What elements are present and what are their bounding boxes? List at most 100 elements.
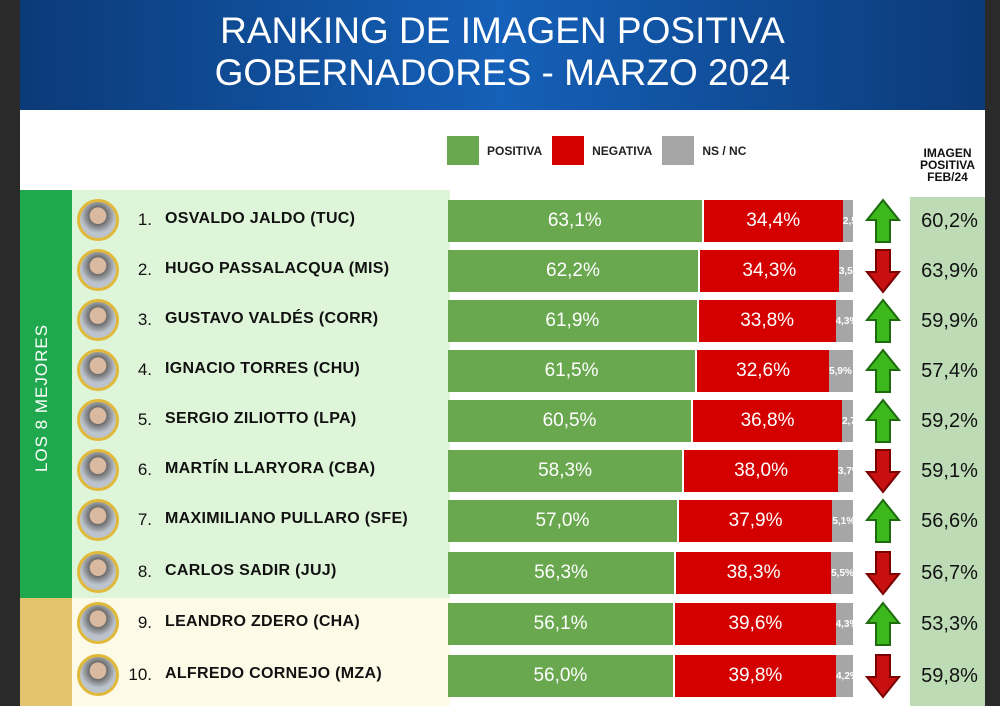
bar-nsnc: 2,7%: [842, 400, 853, 442]
governor-name: GUSTAVO VALDÉS (CORR): [165, 310, 379, 327]
rank-number: 1.: [137, 210, 152, 229]
feb-column: [910, 197, 985, 706]
table-row: 7. MAXIMILIANO PULLARO (SFE) 57,0% 37,9% 5,1…: [0, 496, 1000, 546]
table-row: 10. ALFREDO CORNEJO (MZA) 56,0%39,8%4,2% 59…: [0, 651, 1000, 701]
bar-positiva: 61,9%: [448, 300, 697, 342]
table-row: 3. GUSTAVO VALDÉS (CORR) 61,9%33,8%4,3% 59,…: [0, 296, 1000, 346]
bar-nsnc: 3,5%: [838, 250, 853, 292]
feb-value: 59,9%: [921, 310, 978, 332]
bar-negativa: 38,3%: [676, 552, 832, 594]
rank-number: 7.: [137, 510, 152, 529]
trend-up-arrow-icon: [865, 298, 901, 343]
feb-value: 53,3%: [921, 613, 978, 635]
feb-value: 60,2%: [921, 210, 978, 232]
legend: POSITIVA NEGATIVA NS / NC: [447, 136, 756, 165]
rank-number: 5.: [137, 410, 152, 429]
bar-negativa: 36,8%: [693, 400, 843, 442]
names-area-top: [72, 190, 450, 598]
governor-name: IGNACIO TORRES (CHU): [165, 360, 361, 377]
title-banner: RANKING DE IMAGEN POSITIVA GOBERNADORES …: [20, 0, 985, 110]
feb-value: 57,4%: [921, 360, 978, 382]
trend-up-arrow-icon: [865, 348, 901, 393]
rank-number: 3.: [137, 310, 152, 329]
bar-negativa: 33,8%: [698, 300, 836, 342]
table-row: 4. IGNACIO TORRES (CHU) 61,5% 32,6% 5,9% 57,4…: [0, 346, 1000, 396]
legend-positiva: POSITIVA: [447, 136, 542, 165]
table-row: 5. SERGIO ZILIOTTO (LPA) 60,5%36,8%2,7% 59,…: [0, 396, 1000, 446]
bar-nsnc: 4,2%: [835, 655, 853, 697]
rank-number: 8.: [137, 562, 152, 581]
feb-value: 59,2%: [921, 410, 978, 432]
other-band: [20, 598, 72, 706]
governor-photo: [77, 499, 119, 541]
bar-nsnc: 3,7%: [838, 450, 853, 492]
governor-name: MARTÍN LLARYORA (CBA): [165, 460, 376, 477]
bar-positiva: 63,1%: [448, 200, 702, 242]
bar-negativa: 39,8%: [674, 655, 836, 697]
governor-photo: [77, 602, 119, 644]
rank-number: 10.: [128, 665, 152, 684]
rank-number: 6.: [137, 460, 152, 479]
trend-up-arrow-icon: [865, 601, 901, 646]
bar-positiva: 56,3%: [448, 552, 674, 594]
trend-down-arrow-icon: [865, 551, 901, 596]
top-8-band: [20, 190, 72, 598]
feb-header-line: IMAGEN: [923, 146, 972, 160]
feb-value: 56,7%: [921, 562, 978, 584]
table-row: 1. OSVALDO JALDO (TUC) 63,1%34,4%2,5% 60,2%: [0, 196, 1000, 246]
bar-negativa: 32,6%: [697, 350, 830, 392]
rank-number: 2.: [137, 260, 152, 279]
governor-name: HUGO PASSALACQUA (MIS): [165, 260, 390, 277]
trend-up-arrow-icon: [865, 398, 901, 443]
legend-swatch: [552, 136, 585, 165]
trend-up-arrow-icon: [865, 498, 901, 543]
governor-photo: [77, 399, 119, 441]
bar-negativa: 38,0%: [684, 450, 838, 492]
feb-column-header: IMAGEN POSITIVA FEB/24: [905, 147, 990, 183]
bar-nsnc: 4,3%: [835, 300, 853, 342]
bar-nsnc: 5,5%: [831, 552, 854, 594]
governor-name: ALFREDO CORNEJO (MZA): [165, 665, 382, 682]
bar-nsnc: 5,9%: [829, 350, 853, 392]
feb-value: 59,1%: [921, 460, 978, 482]
governor-name: CARLOS SADIR (JUJ): [165, 562, 337, 579]
bar-negativa: 39,6%: [675, 603, 836, 645]
bar-negativa: 34,3%: [699, 250, 839, 292]
governor-photo: [77, 654, 119, 696]
bar-positiva: 56,0%: [448, 655, 673, 697]
trend-down-arrow-icon: [865, 449, 901, 494]
bar-positiva: 58,3%: [448, 450, 683, 492]
governor-name: LEANDRO ZDERO (CHA): [165, 613, 361, 630]
bar-positiva: 57,0%: [448, 500, 677, 542]
bar-positiva: 61,5%: [448, 350, 696, 392]
trend-up-arrow-icon: [865, 198, 901, 243]
title-line-1: RANKING DE IMAGEN POSITIVA: [220, 10, 785, 51]
governor-photo: [77, 449, 119, 491]
rank-number: 9.: [137, 613, 152, 632]
bar-positiva: 56,1%: [448, 603, 674, 645]
legend-label: POSITIVA: [487, 143, 543, 158]
legend-label: NS / NC: [702, 143, 747, 158]
governor-name: OSVALDO JALDO (TUC): [165, 210, 356, 227]
governor-photo: [77, 199, 119, 241]
bar-nsnc: 5,1%: [832, 500, 853, 542]
names-area-other: [72, 598, 450, 706]
table-row: 2. HUGO PASSALACQUA (MIS) 62,2%34,3%3,5% 63…: [0, 246, 1000, 296]
legend-swatch: [447, 136, 479, 165]
governor-photo: [77, 299, 119, 341]
legend-swatch: [662, 136, 695, 165]
trend-down-arrow-icon: [865, 654, 901, 699]
trend-down-arrow-icon: [865, 249, 901, 294]
governor-name: MAXIMILIANO PULLARO (SFE): [165, 510, 409, 527]
bar-positiva: 62,2%: [448, 250, 698, 292]
legend-negativa: NEGATIVA: [552, 136, 652, 165]
bar-nsnc: 2,5%: [842, 200, 853, 242]
governor-photo: [77, 349, 119, 391]
bar-negativa: 34,4%: [703, 200, 843, 242]
feb-value: 59,8%: [921, 665, 978, 687]
table-row: 6. MARTÍN LLARYORA (CBA) 58,3%38,0%3,7% 59,…: [0, 446, 1000, 496]
governor-photo: [77, 551, 119, 593]
governor-name: SERGIO ZILIOTTO (LPA): [165, 410, 357, 427]
rank-number: 4.: [137, 360, 152, 379]
bar-positiva: 60,5%: [448, 400, 692, 442]
